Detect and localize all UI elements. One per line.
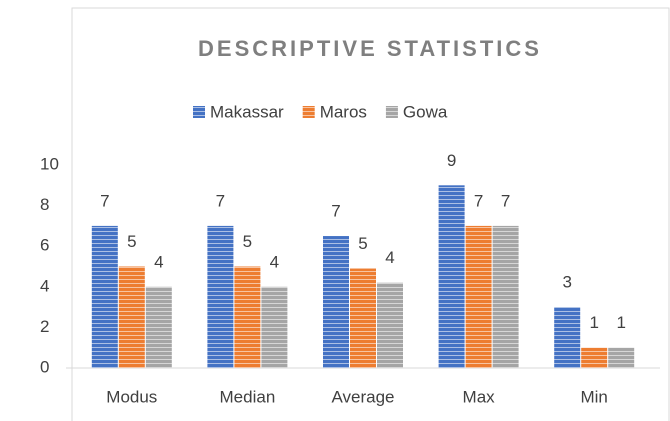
bar xyxy=(234,266,261,368)
data-label: 7 xyxy=(216,191,225,210)
data-label: 5 xyxy=(243,232,252,251)
data-label: 7 xyxy=(100,191,109,210)
bar xyxy=(207,225,234,368)
data-label: 7 xyxy=(474,191,483,210)
data-label: 4 xyxy=(270,252,279,271)
data-label: 7 xyxy=(331,202,340,221)
x-tick-label: Modus xyxy=(106,387,157,406)
x-tick-label: Min xyxy=(580,387,607,406)
bar xyxy=(581,347,608,368)
y-tick-label: 10 xyxy=(40,154,59,173)
x-tick-label: Max xyxy=(463,387,496,406)
legend-swatch xyxy=(193,106,205,118)
y-tick-label: 0 xyxy=(40,357,49,376)
bar xyxy=(438,185,465,368)
bar xyxy=(91,225,118,368)
x-tick-label: Median xyxy=(220,387,276,406)
chart-border xyxy=(71,7,670,421)
bar xyxy=(350,268,376,368)
data-label: 9 xyxy=(447,151,456,170)
bar xyxy=(377,282,403,368)
x-tick-label: Average xyxy=(331,387,394,406)
bar xyxy=(554,307,581,368)
chart-title: DESCRIPTIVE STATISTICS xyxy=(198,36,542,61)
bar xyxy=(608,347,635,368)
legend-label: Gowa xyxy=(403,102,448,121)
y-tick-label: 4 xyxy=(40,276,49,295)
bar xyxy=(145,286,172,368)
data-label: 3 xyxy=(562,273,571,292)
data-label: 4 xyxy=(385,248,394,267)
data-label: 1 xyxy=(589,313,598,332)
legend-label: Makassar xyxy=(210,102,284,121)
legend-label: Maros xyxy=(320,102,367,121)
bar xyxy=(118,266,145,368)
legend-swatch xyxy=(385,106,398,118)
data-label: 5 xyxy=(358,234,367,253)
bar xyxy=(492,225,519,368)
legend-swatch xyxy=(302,106,315,118)
data-label: 4 xyxy=(154,252,163,271)
data-label: 5 xyxy=(127,232,136,251)
y-tick-label: 2 xyxy=(40,317,49,336)
bar xyxy=(465,225,492,368)
data-label: 7 xyxy=(501,191,510,210)
y-tick-label: 6 xyxy=(40,236,49,255)
bar xyxy=(261,286,288,368)
data-label: 1 xyxy=(616,313,625,332)
y-tick-label: 8 xyxy=(40,195,49,214)
bar xyxy=(323,236,349,368)
